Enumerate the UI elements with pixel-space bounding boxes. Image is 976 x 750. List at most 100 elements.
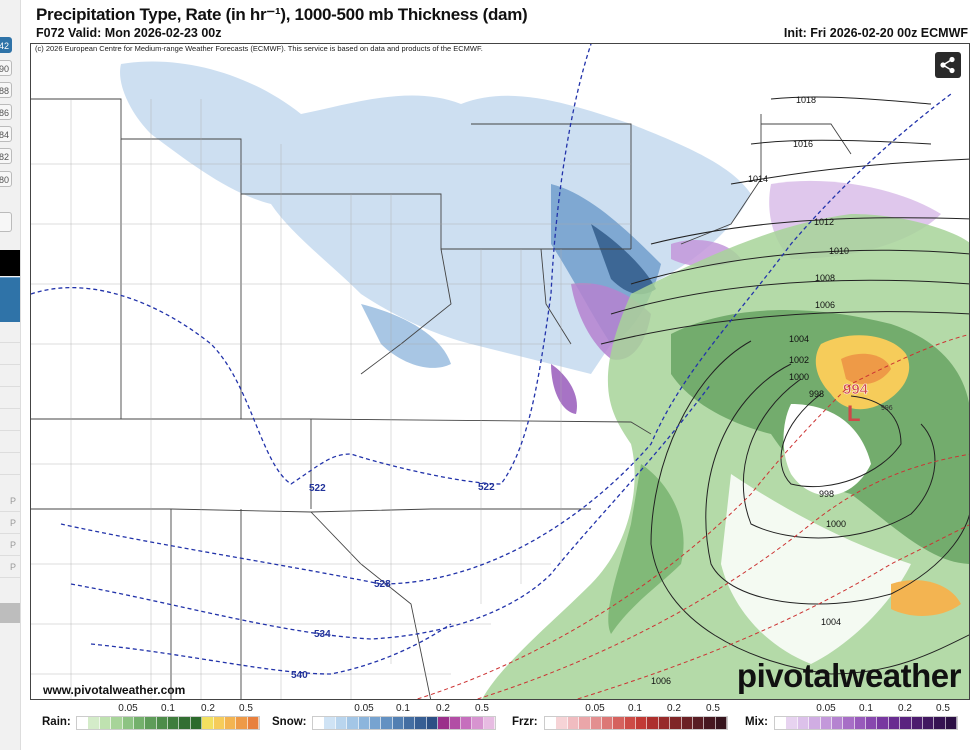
legend-swatch	[156, 717, 168, 729]
sidebar-item[interactable]	[0, 322, 20, 343]
isobars	[600, 96, 969, 675]
legend-swatch	[247, 717, 259, 729]
legend-swatch	[335, 717, 348, 729]
isobar-label: 1002	[789, 355, 809, 365]
isobar-label: 1000	[826, 519, 846, 529]
forecast-hour-button[interactable]: 90	[0, 60, 12, 76]
legend-swatch	[911, 717, 923, 729]
legend-swatch	[590, 717, 602, 729]
legend-swatch	[579, 717, 591, 729]
site-url[interactable]: www.pivotalweather.com	[43, 683, 186, 697]
legend-swatch	[866, 717, 878, 729]
isobar-label: 1006	[815, 300, 835, 310]
legend-tick: 0.5	[936, 703, 950, 714]
weather-map[interactable]: 1018 1016 1014 1012 1010 1008 1006 1004 …	[30, 43, 970, 700]
sidebar-item[interactable]: P	[0, 491, 20, 512]
legend-tick: 0.1	[396, 703, 410, 714]
legend-tick: 0.5	[706, 703, 720, 714]
low-inner-isobar: 996	[881, 405, 893, 412]
legend-swatch	[347, 717, 359, 729]
legend-swatch	[545, 717, 557, 729]
sidebar-item[interactable]	[0, 366, 20, 387]
legend-color-bar	[312, 716, 496, 730]
legend-tick: 0.2	[898, 703, 912, 714]
share-button[interactable]	[935, 52, 961, 78]
map-canvas: 1018 1016 1014 1012 1010 1008 1006 1004 …	[31, 44, 969, 699]
legend-color-bar	[774, 716, 958, 730]
legend-swatch	[404, 717, 416, 729]
legend-swatch	[122, 717, 134, 729]
sidebar: 42 90 88 86 84 82 80 P P P P	[0, 0, 21, 750]
legend-tick: 0.05	[816, 703, 836, 714]
sidebar-header	[0, 250, 20, 276]
legend-tick: 0.05	[118, 703, 138, 714]
legend-swatch	[88, 717, 100, 729]
legend-swatch	[111, 717, 123, 729]
legend-swatch	[658, 717, 671, 729]
legend-swatch	[449, 717, 461, 729]
legend-swatch	[809, 717, 821, 729]
legend-swatch	[797, 717, 810, 729]
legend-swatch	[601, 717, 614, 729]
legend-swatch	[843, 717, 855, 729]
legend-swatch	[438, 717, 450, 729]
legend-swatch	[415, 717, 427, 729]
forecast-hour-button[interactable]: 80	[0, 171, 12, 187]
forecast-hour-button[interactable]: 82	[0, 148, 12, 164]
legend-tick: 0.5	[475, 703, 489, 714]
sidebar-item[interactable]	[0, 603, 20, 623]
legend-swatch	[190, 717, 203, 729]
legend-swatch	[77, 717, 89, 729]
forecast-hour-button[interactable]: 42	[0, 37, 12, 53]
forecast-hour-button[interactable]: 84	[0, 126, 12, 142]
sidebar-item[interactable]: P	[0, 513, 20, 534]
legend-swatch	[483, 717, 495, 729]
isobar-label: 998	[819, 489, 834, 499]
legend-swatch	[369, 717, 382, 729]
legend-swatch	[888, 717, 901, 729]
low-pressure-symbol: L	[847, 401, 860, 426]
legend-tick: 0.05	[354, 703, 374, 714]
forecast-hour-button[interactable]: 86	[0, 104, 12, 120]
legend-swatch	[381, 717, 393, 729]
sidebar-item[interactable]	[0, 388, 20, 409]
thickness-label: 528	[374, 579, 391, 590]
legend-swatch	[133, 717, 146, 729]
thickness-label: 522	[478, 482, 495, 493]
isobar-label: 1018	[796, 95, 816, 105]
legend-swatch	[704, 717, 716, 729]
isobar-label: 1004	[821, 617, 841, 627]
sidebar-button[interactable]	[0, 212, 12, 232]
legend-label: Frzr:	[512, 716, 538, 728]
legend-tick: 0.5	[239, 703, 253, 714]
legend-swatch	[775, 717, 787, 729]
valid-time: F072 Valid: Mon 2026-02-23 00z	[36, 26, 222, 40]
legend-swatch	[624, 717, 636, 729]
legend-swatch	[613, 717, 625, 729]
sidebar-item[interactable]	[0, 344, 20, 365]
legend-tick: 0.1	[628, 703, 642, 714]
legend-swatch	[99, 717, 112, 729]
sidebar-item[interactable]: P	[0, 535, 20, 556]
sidebar-item[interactable]	[0, 454, 20, 475]
legend-swatch	[854, 717, 866, 729]
sidebar-item[interactable]	[0, 432, 20, 453]
legend-swatch	[556, 717, 568, 729]
legend-swatch	[472, 717, 484, 729]
legend-swatch	[670, 717, 682, 729]
sidebar-item[interactable]: P	[0, 557, 20, 578]
forecast-hour-button[interactable]: 88	[0, 82, 12, 98]
legend-tick: 0.2	[667, 703, 681, 714]
legend-swatch	[681, 717, 693, 729]
thickness-lines-cold	[31, 44, 952, 675]
low-pressure-value: 994	[843, 381, 869, 398]
legend-swatch	[831, 717, 844, 729]
sidebar-selected-item[interactable]	[0, 277, 20, 322]
legend-swatch	[786, 717, 798, 729]
legend-tick: 0.1	[859, 703, 873, 714]
thickness-label: 540	[291, 670, 308, 681]
pivotalweather-logo: pivotalweather	[736, 657, 962, 694]
legend-swatch	[236, 717, 248, 729]
sidebar-item[interactable]	[0, 410, 20, 431]
map-title: Precipitation Type, Rate (in hr⁻¹), 1000…	[36, 5, 528, 24]
